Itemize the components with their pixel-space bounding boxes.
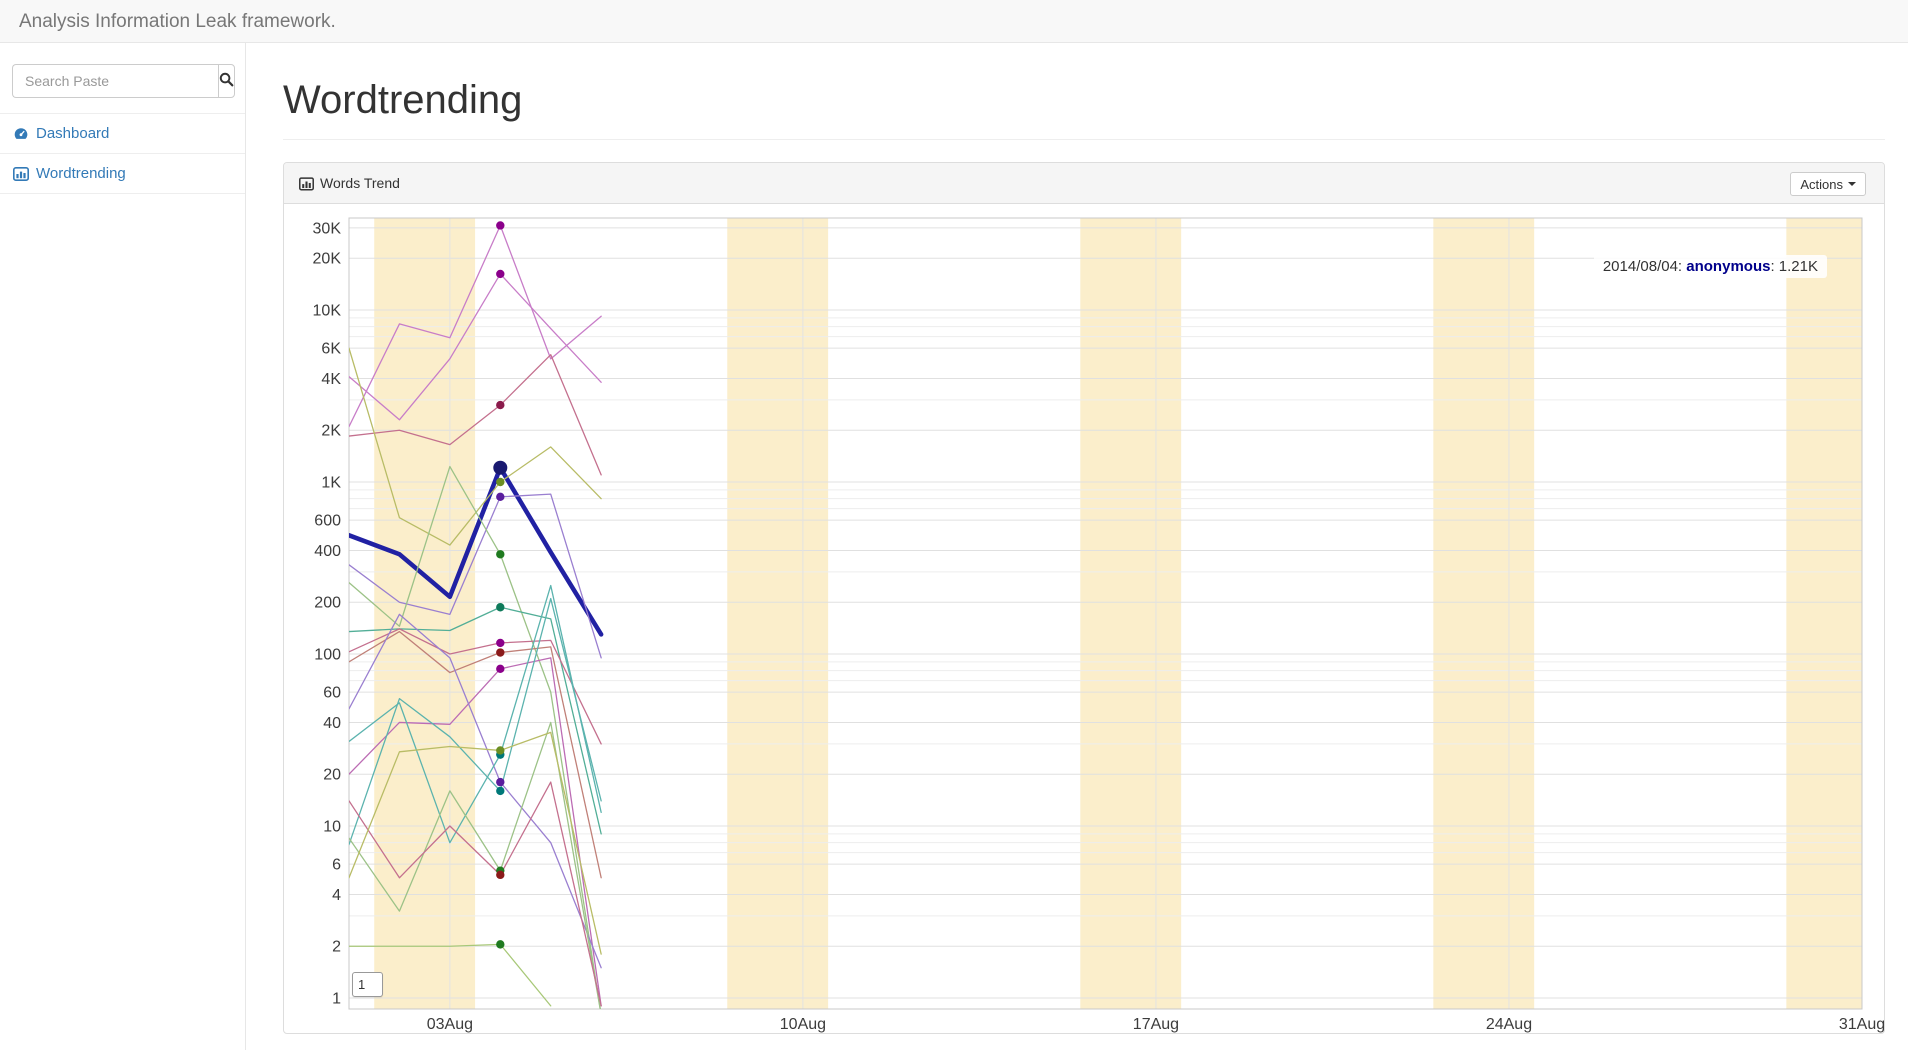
x-tick-label: 17Aug xyxy=(1133,1016,1179,1033)
words-trend-chart-svg: 1 2 4 6 10 20 40 60 100 200 400 600 1K 2K 4K 6K 10K 20K 30… xyxy=(313,217,1885,1033)
y-tick-label: 100 xyxy=(314,647,341,664)
data-point-word-03[interactable] xyxy=(496,400,505,410)
search-paste-form xyxy=(12,64,235,98)
sidebar-divider xyxy=(0,113,245,114)
y-tick-label: 20K xyxy=(313,251,342,268)
y-tick-label: 400 xyxy=(314,543,341,560)
words-trend-panel: Words Trend Actions 1 2 4 6 10 20 40 60 100 200 40… xyxy=(283,162,1885,1034)
data-point-word-07[interactable] xyxy=(496,550,505,559)
data-point-word-12[interactable] xyxy=(496,777,505,787)
y-tick-label: 1K xyxy=(321,475,341,492)
series-line-word-11 xyxy=(349,657,602,1007)
series-line-word-02 xyxy=(349,273,602,421)
weekend-band xyxy=(374,218,476,1009)
y-tick-label: 6 xyxy=(332,857,341,874)
data-point-word-16[interactable] xyxy=(496,870,505,880)
series-line-word-12 xyxy=(349,613,602,969)
data-point-word-10[interactable] xyxy=(496,648,505,657)
plot-border xyxy=(348,217,1863,1010)
words-trend-chart[interactable]: 1 2 4 6 10 20 40 60 100 200 400 600 1K 2K 4K 6K 10K 20K 30… xyxy=(284,205,1885,1034)
series-line-word-01 xyxy=(349,224,602,428)
y-tick-label: 10K xyxy=(313,303,342,320)
data-point-anonymous[interactable] xyxy=(493,460,508,475)
x-tick-label: 24Aug xyxy=(1486,1016,1532,1033)
weekend-band xyxy=(1080,218,1182,1009)
y-tick-label: 4K xyxy=(321,371,341,388)
search-button[interactable] xyxy=(218,64,235,98)
chart-tooltip: 2014/08/04: anonymous: 1.21K xyxy=(1593,255,1827,278)
weekend-band xyxy=(1786,218,1862,1009)
data-point-word-09[interactable] xyxy=(496,638,505,648)
chart-corner-input[interactable] xyxy=(352,972,383,997)
y-tick-label: 30K xyxy=(313,220,342,237)
tooltip-series-name: anonymous xyxy=(1686,258,1771,275)
bar-chart-icon xyxy=(299,176,314,191)
panel-title: Words Trend xyxy=(299,163,400,204)
panel-heading: Words Trend Actions xyxy=(284,163,1884,204)
data-point-word-01[interactable] xyxy=(496,221,505,230)
x-tick-label: 31Aug xyxy=(1839,1016,1884,1033)
y-tick-label: 40 xyxy=(323,715,341,732)
data-point-word-14[interactable] xyxy=(496,786,505,796)
sidebar-item-wordtrending[interactable]: Wordtrending xyxy=(0,154,245,194)
y-tick-label: 200 xyxy=(314,595,341,612)
sidebar-item-dashboard[interactable]: Dashboard xyxy=(0,114,245,154)
title-divider xyxy=(283,139,1885,140)
y-tick-label: 10 xyxy=(323,819,341,836)
actions-dropdown-button[interactable]: Actions xyxy=(1790,172,1866,196)
tooltip-value: : 1.21K xyxy=(1770,258,1818,275)
data-point-word-18[interactable] xyxy=(496,746,505,755)
top-navbar: Analysis Information Leak framework. xyxy=(0,0,1908,43)
sidebar: Dashboard Wordtrending xyxy=(0,43,246,1050)
series-line-anonymous xyxy=(349,465,604,637)
y-tick-label: 6K xyxy=(321,341,341,358)
y-tick-label: 60 xyxy=(323,685,341,702)
y-tick-label: 1 xyxy=(332,991,341,1008)
y-tick-label: 20 xyxy=(323,767,341,784)
y-tick-label: 2K xyxy=(321,423,341,440)
series-line-word-17 xyxy=(349,943,552,1007)
series-line-word-07 xyxy=(349,465,601,1009)
sidebar-item-label: Wordtrending xyxy=(36,165,126,182)
series-line-word-13 xyxy=(349,584,602,844)
caret-down-icon xyxy=(1848,182,1856,186)
series-line-word-14 xyxy=(349,597,602,846)
navbar-brand[interactable]: Analysis Information Leak framework. xyxy=(19,11,336,32)
search-paste-input[interactable] xyxy=(12,64,218,98)
y-tick-label: 4 xyxy=(332,887,341,904)
series-line-word-18 xyxy=(349,731,602,955)
data-point-word-08[interactable] xyxy=(496,603,505,612)
magnifier-icon xyxy=(219,72,234,90)
series-line-word-06 xyxy=(349,493,602,659)
x-tick-label: 03Aug xyxy=(427,1016,473,1033)
y-tick-label: 2 xyxy=(332,939,341,956)
bar-chart-icon xyxy=(13,166,29,182)
dashboard-gauge-icon xyxy=(13,126,29,142)
data-point-word-11[interactable] xyxy=(496,664,505,674)
sidebar-item-label: Dashboard xyxy=(36,125,110,142)
y-tick-label: 600 xyxy=(314,513,341,530)
weekend-band xyxy=(727,218,829,1009)
series-line-word-03 xyxy=(349,354,602,476)
series-line-word-05 xyxy=(349,347,602,546)
data-point-word-17[interactable] xyxy=(496,940,505,949)
series-line-word-16 xyxy=(349,781,602,1007)
series-line-word-10 xyxy=(349,630,602,879)
x-tick-label: 10Aug xyxy=(780,1016,826,1033)
data-point-word-05[interactable] xyxy=(496,477,505,487)
panel-title-label: Words Trend xyxy=(320,175,400,191)
data-point-word-06[interactable] xyxy=(496,492,505,502)
data-point-word-02[interactable] xyxy=(496,269,505,279)
series-line-word-09 xyxy=(349,628,602,745)
weekend-band xyxy=(1433,218,1535,1009)
actions-label: Actions xyxy=(1800,176,1843,192)
page-title: Wordtrending xyxy=(283,78,523,122)
tooltip-date: 2014/08/04: xyxy=(1602,258,1687,275)
